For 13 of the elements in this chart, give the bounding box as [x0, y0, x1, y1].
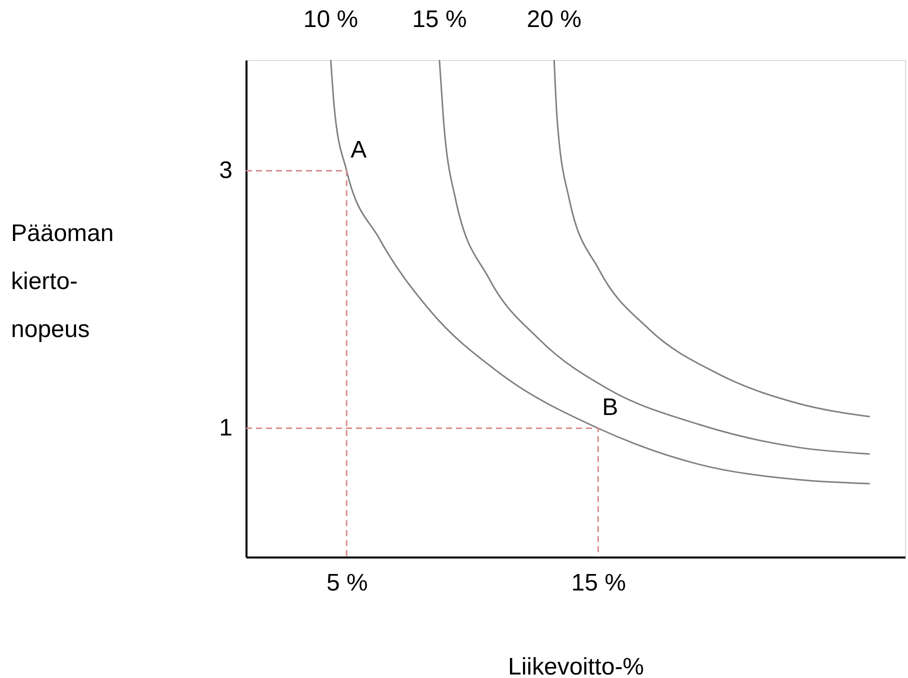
x-tick-label: 5 % — [326, 570, 368, 596]
text: Pääoman kierto- nopeus — [11, 220, 114, 343]
line-series — [438, 60, 871, 455]
line-series — [330, 60, 871, 484]
annotation: B — [602, 394, 618, 422]
series-label: 15 % — [412, 6, 467, 33]
series-label: 20 % — [526, 6, 582, 33]
y-tick-label: 3 — [219, 157, 232, 184]
line-series — [553, 60, 871, 418]
series-label: 10 % — [303, 6, 358, 33]
annotation: A — [350, 136, 367, 164]
y-tick-label: 1 — [219, 414, 232, 442]
x-axis-title: Liikevoitto-% — [508, 654, 644, 678]
